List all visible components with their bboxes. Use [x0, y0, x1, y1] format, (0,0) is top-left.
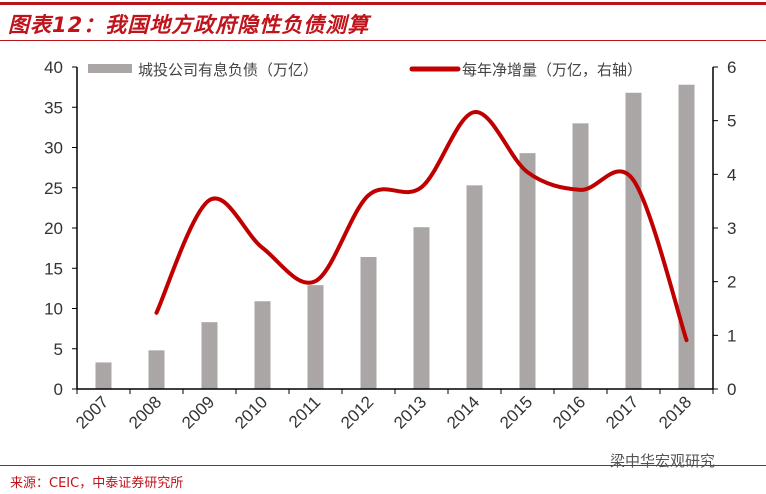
right-tick-label: 5 — [727, 112, 736, 131]
bar-2011 — [307, 285, 324, 389]
legend-bar-label: 城投公司有息负债（万亿） — [138, 62, 318, 79]
x-tick-label: 2008 — [125, 392, 165, 432]
bar-2018 — [678, 84, 695, 390]
bar-2010 — [254, 301, 271, 389]
x-tick-label: 2015 — [496, 392, 536, 432]
bar-2014 — [466, 185, 483, 389]
source-note: 来源：CEIC，中泰证券研究所 — [10, 476, 184, 491]
right-tick-label: 3 — [727, 219, 736, 238]
right-tick-label: 4 — [727, 165, 736, 184]
left-tick-label: 10 — [44, 300, 63, 319]
right-tick-label: 2 — [727, 273, 736, 292]
top-border — [0, 2, 766, 5]
left-tick-label: 5 — [54, 340, 63, 359]
bar-2013 — [413, 227, 430, 389]
bar-2007 — [95, 362, 112, 389]
left-tick-label: 0 — [54, 380, 63, 399]
x-tick-label: 2010 — [231, 392, 271, 432]
x-tick-label: 2009 — [178, 392, 218, 432]
x-tick-label: 2017 — [602, 392, 642, 432]
x-tick-label: 2016 — [549, 392, 589, 432]
left-tick-label: 15 — [44, 259, 63, 278]
left-tick-label: 30 — [44, 139, 63, 158]
x-tick-label: 2007 — [72, 392, 112, 432]
bar-2017 — [625, 92, 642, 389]
bar-2016 — [572, 123, 589, 389]
right-tick-label: 0 — [727, 380, 736, 399]
line-series — [154, 110, 689, 343]
watermark: 梁中华宏观研究 — [610, 452, 716, 470]
figure-title: 图表12：我国地方政府隐性负债测算 — [8, 13, 370, 37]
x-tick-label: 2018 — [655, 392, 695, 432]
left-tick-label: 35 — [44, 98, 63, 117]
bar-2009 — [201, 322, 218, 389]
x-tick-label: 2014 — [443, 392, 483, 432]
right-tick-label: 6 — [727, 58, 736, 77]
legend-bar-swatch — [88, 64, 132, 73]
source-divider — [0, 465, 766, 466]
chart: 0 5 10 15 20 25 30 35 40 0 1 2 3 4 5 6 2007 2008 2009 2010 2… — [44, 58, 736, 433]
left-tick-label: 25 — [44, 179, 63, 198]
title-divider — [0, 40, 766, 41]
right-tick-label: 1 — [727, 326, 736, 345]
left-tick-label: 40 — [44, 58, 63, 77]
left-tick-label: 20 — [44, 219, 63, 238]
legend-line-label: 每年净增量（万亿，右轴） — [462, 62, 642, 79]
bar-2015 — [519, 153, 536, 389]
x-tick-label: 2012 — [337, 392, 377, 432]
x-tick-label: 2011 — [285, 392, 324, 431]
bar-2012 — [360, 256, 377, 389]
x-tick-label: 2013 — [390, 392, 430, 432]
bar-2008 — [148, 350, 165, 389]
